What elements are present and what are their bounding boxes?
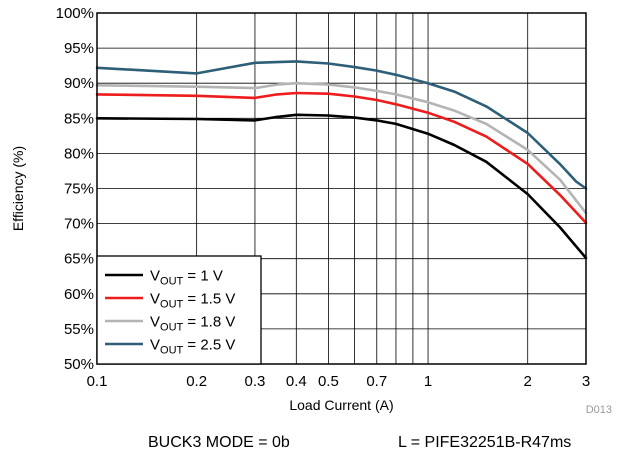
y-tick-label: 90% bbox=[64, 75, 94, 92]
chart-id-label: D013 bbox=[586, 404, 612, 416]
x-axis-title: Load Current (A) bbox=[289, 397, 393, 413]
series-line-1 bbox=[95, 113, 588, 260]
series-line-2 bbox=[95, 91, 588, 225]
x-tick-label: 0.3 bbox=[245, 373, 266, 390]
legend-label: VOUT = 1.5 V bbox=[150, 291, 235, 311]
legend-label: VOUT = 1 V bbox=[150, 268, 223, 288]
series-line-3 bbox=[95, 81, 588, 215]
legend-label: VOUT = 1.8 V bbox=[150, 314, 235, 334]
y-axis-title: Efficiency (%) bbox=[10, 146, 26, 231]
footnote-mode: BUCK3 MODE = 0b bbox=[148, 434, 290, 450]
y-tick-label: 75% bbox=[64, 181, 94, 198]
legend-label: VOUT = 2.5 V bbox=[150, 337, 235, 357]
y-tick-label: 55% bbox=[64, 321, 94, 338]
x-tick-label: 0.2 bbox=[186, 373, 207, 390]
series-layer bbox=[95, 60, 588, 260]
legend: VOUT = 1 V VOUT = 1.5 V VOUT = 1.8 V VOUT =… bbox=[96, 255, 262, 365]
y-tick-label: 95% bbox=[64, 40, 94, 57]
x-tick-label: 0.7 bbox=[366, 373, 387, 390]
tick-label-layer: 50% 55% 60% 65% 70% 75% 80% 85% 90% 95% 100% 0.1 0.2… bbox=[56, 5, 591, 390]
x-tick-label: 3 bbox=[582, 373, 590, 390]
y-tick-label: 60% bbox=[64, 286, 94, 303]
y-tick-label: 85% bbox=[64, 110, 94, 127]
y-tick-label: 50% bbox=[64, 356, 94, 373]
footnote-inductor: L = PIFE32251B-R47ms bbox=[398, 434, 571, 450]
y-tick-label: 70% bbox=[64, 216, 94, 233]
x-tick-label: 0.1 bbox=[87, 373, 108, 390]
x-tick-label: 0.5 bbox=[318, 373, 339, 390]
y-tick-label: 65% bbox=[64, 251, 94, 268]
y-tick-label: 80% bbox=[64, 145, 94, 162]
x-tick-label: 1 bbox=[424, 373, 432, 390]
x-tick-label: 2 bbox=[524, 373, 532, 390]
plot-frame bbox=[96, 12, 587, 365]
y-tick-label: 100% bbox=[56, 5, 94, 22]
series-line-4 bbox=[95, 60, 588, 190]
x-tick-label: 0.4 bbox=[286, 373, 307, 390]
